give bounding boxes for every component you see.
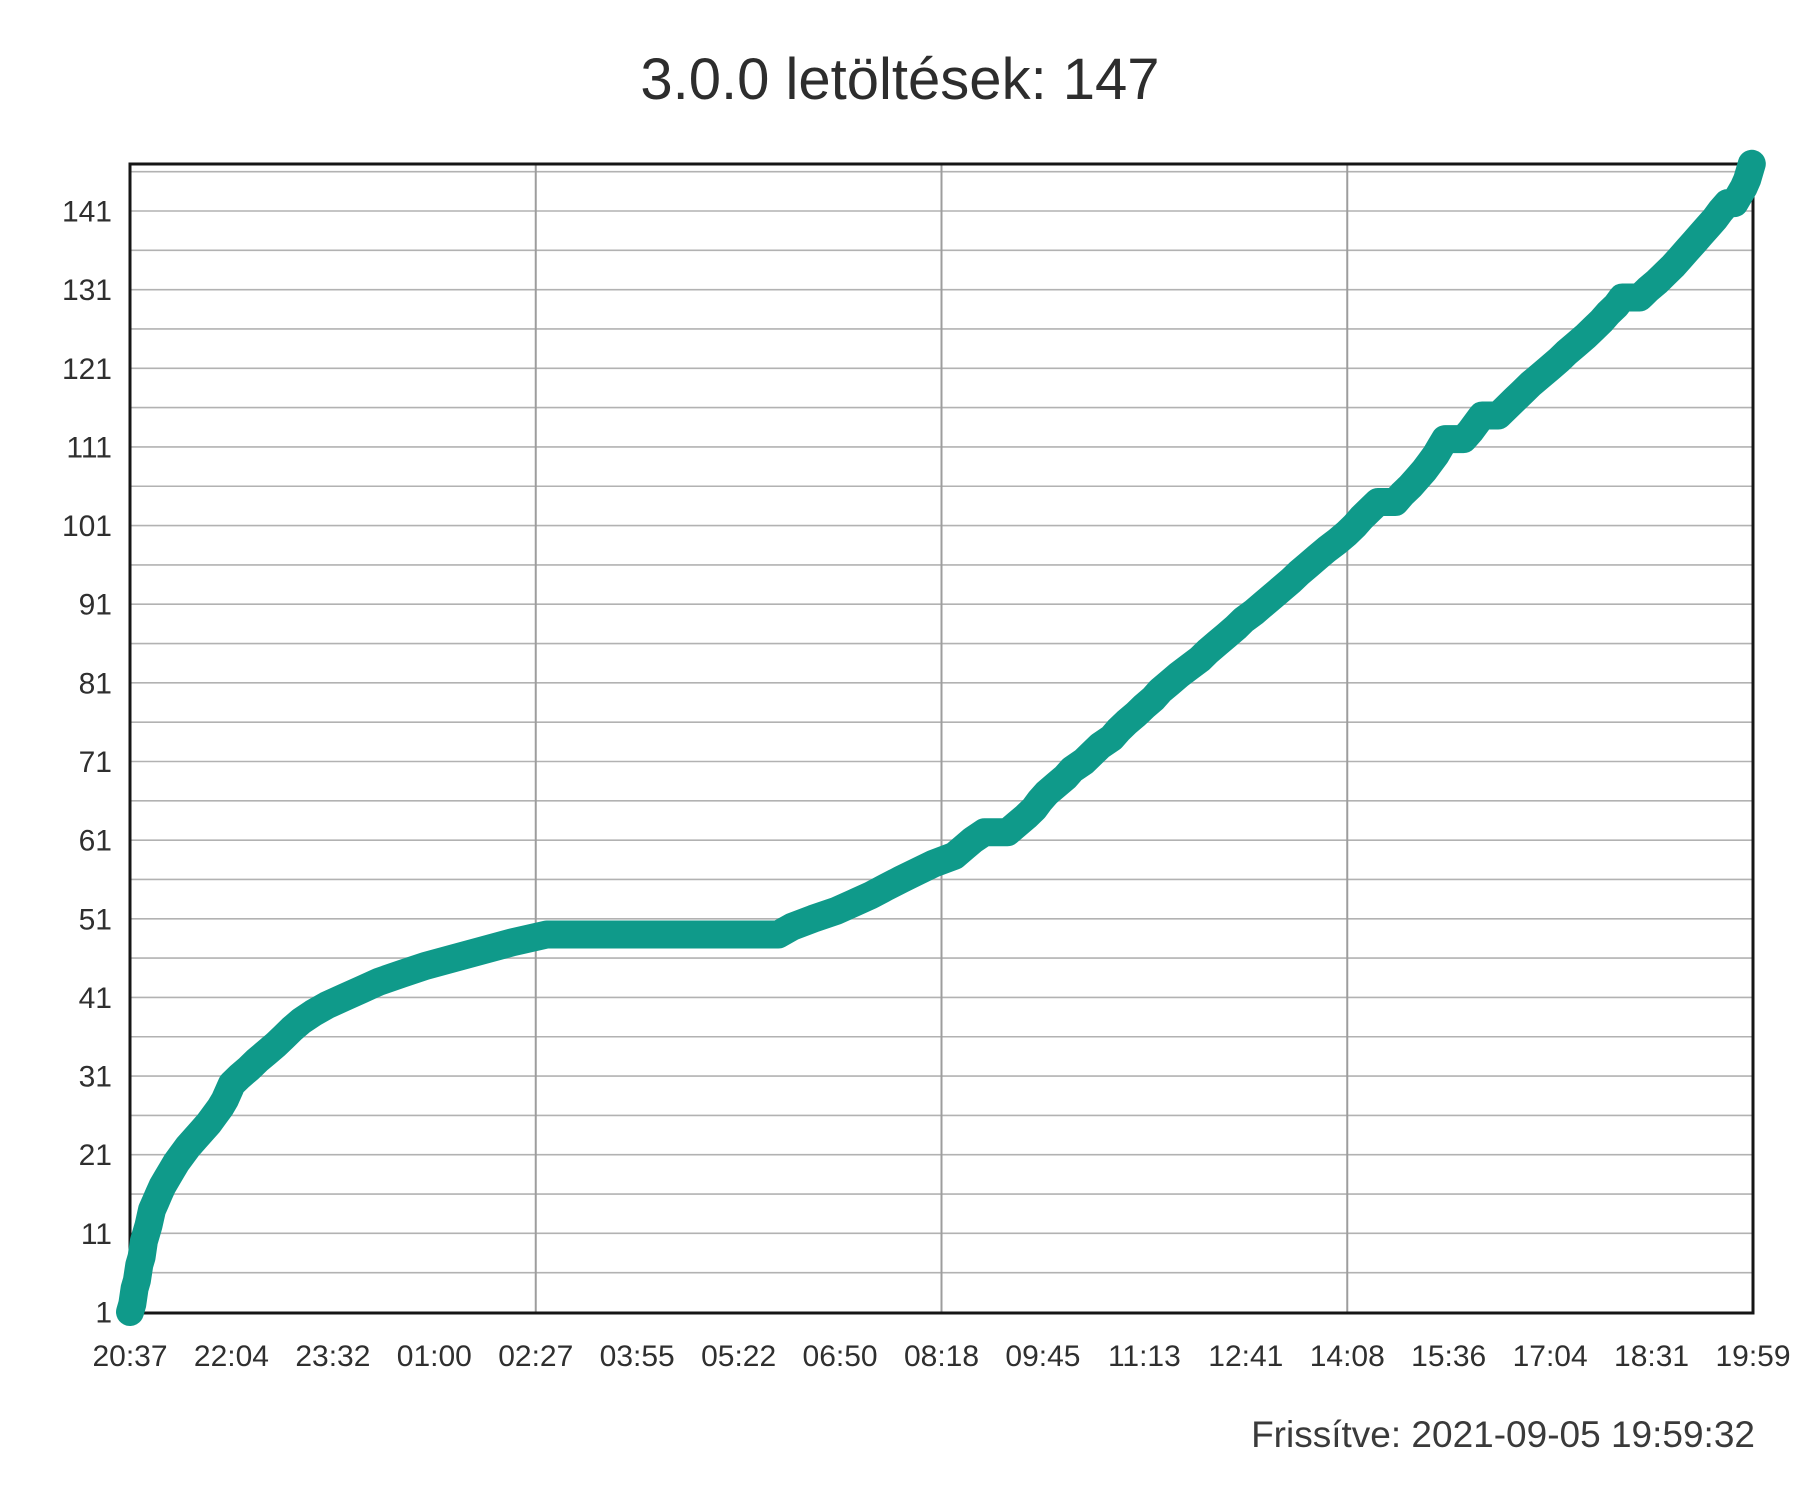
downloads-line xyxy=(116,149,1766,1326)
svg-text:31: 31 xyxy=(79,1061,112,1094)
svg-text:11: 11 xyxy=(81,1218,112,1251)
svg-text:121: 121 xyxy=(62,353,112,386)
svg-text:12:41: 12:41 xyxy=(1208,1340,1283,1373)
last-updated-label: Frissítve: 2021-09-05 19:59:32 xyxy=(1251,1414,1755,1455)
svg-text:51: 51 xyxy=(79,903,112,936)
svg-text:08:18: 08:18 xyxy=(904,1340,979,1373)
svg-text:111: 111 xyxy=(66,431,112,464)
svg-text:05:22: 05:22 xyxy=(701,1340,776,1373)
svg-text:141: 141 xyxy=(62,196,112,229)
svg-text:101: 101 xyxy=(62,510,112,543)
svg-text:19:59: 19:59 xyxy=(1715,1340,1790,1373)
svg-text:21: 21 xyxy=(79,1139,112,1172)
svg-text:41: 41 xyxy=(79,982,112,1015)
x-gridlines xyxy=(534,164,1349,1313)
svg-text:14:08: 14:08 xyxy=(1310,1340,1385,1373)
svg-text:20:37: 20:37 xyxy=(92,1340,167,1373)
svg-text:61: 61 xyxy=(79,825,112,858)
svg-text:17:04: 17:04 xyxy=(1513,1340,1588,1373)
chart-title: 3.0.0 letöltések: 147 xyxy=(640,47,1160,112)
plot-border xyxy=(128,162,1755,1315)
svg-text:03:55: 03:55 xyxy=(600,1340,675,1373)
svg-text:23:32: 23:32 xyxy=(295,1340,370,1373)
svg-text:81: 81 xyxy=(79,667,112,700)
svg-text:15:36: 15:36 xyxy=(1411,1340,1486,1373)
svg-text:02:27: 02:27 xyxy=(498,1340,573,1373)
svg-text:06:50: 06:50 xyxy=(803,1340,878,1373)
svg-text:1: 1 xyxy=(95,1297,112,1330)
svg-text:22:04: 22:04 xyxy=(194,1340,269,1373)
svg-text:71: 71 xyxy=(79,746,112,779)
svg-text:131: 131 xyxy=(62,274,112,307)
svg-text:18:31: 18:31 xyxy=(1614,1340,1689,1373)
svg-text:11:13: 11:13 xyxy=(1108,1340,1181,1373)
svg-text:09:45: 09:45 xyxy=(1005,1340,1080,1373)
x-tick-labels: 20:37 22:04 23:32 01:00 02:27 03:55 05:22 06:50… xyxy=(92,1340,1790,1373)
svg-text:01:00: 01:00 xyxy=(397,1340,472,1373)
svg-text:91: 91 xyxy=(79,589,112,622)
